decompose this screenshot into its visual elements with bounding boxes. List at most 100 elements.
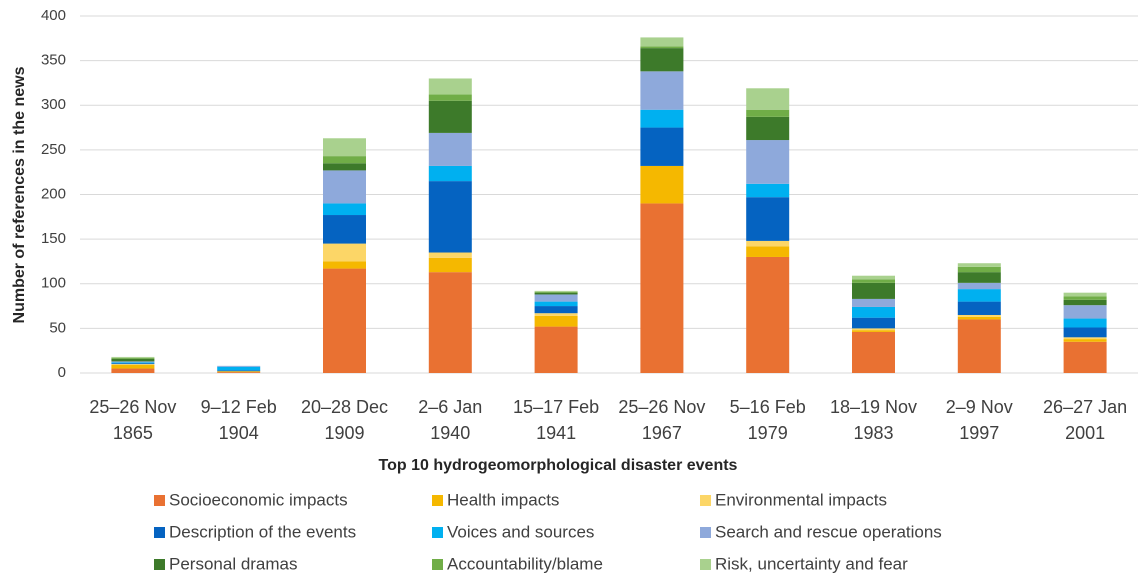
legend-label: Health impacts <box>447 490 559 509</box>
bar-segment <box>1063 327 1107 338</box>
x-tick-label: 2001 <box>1065 423 1105 443</box>
x-tick-label: 9–12 Feb <box>201 397 277 417</box>
bar-segment <box>111 357 155 359</box>
x-tick-label: 1904 <box>219 423 259 443</box>
bar-segment <box>111 356 155 358</box>
bar-segment <box>111 368 155 373</box>
bar-segment <box>111 358 155 362</box>
bar-segment <box>323 268 366 373</box>
y-axis-title: Number of references in the news <box>11 66 28 323</box>
bar-segment <box>852 279 895 283</box>
bar-segment <box>957 272 1001 283</box>
bar-segment <box>957 301 1001 315</box>
y-tick-label: 400 <box>41 7 66 24</box>
bar-segment <box>428 78 472 95</box>
bar-segment <box>1063 292 1107 297</box>
bar-segment <box>746 197 790 241</box>
legend-swatch <box>700 527 711 538</box>
bar-segment <box>217 371 261 373</box>
legend-label: Voices and sources <box>447 522 594 541</box>
bar-segment <box>746 116 790 141</box>
bar-segment <box>534 301 578 307</box>
x-tick-label: 20–28 Dec <box>301 397 388 417</box>
bar-segment <box>1063 305 1107 319</box>
x-tick-label: 26–27 Jan <box>1043 397 1127 417</box>
x-tick-label: 1940 <box>430 423 470 443</box>
bar-segment <box>111 364 155 369</box>
bar-segment <box>111 362 155 364</box>
bar-segment <box>217 365 261 367</box>
x-tick-label: 18–19 Nov <box>830 397 917 417</box>
y-tick-label: 50 <box>49 319 66 336</box>
bar-segment <box>428 181 472 253</box>
bar-segment <box>1063 341 1107 373</box>
bar-segment <box>957 319 1001 373</box>
legend-label: Risk, uncertainty and fear <box>715 554 908 573</box>
bar-segment <box>1063 296 1107 300</box>
bar-segment <box>428 252 472 258</box>
bar-segment <box>957 266 1001 273</box>
x-tick-label: 1967 <box>642 423 682 443</box>
bar-segment <box>111 361 155 363</box>
bar-segment <box>323 203 366 216</box>
bar-segment <box>111 363 155 365</box>
bar-segment <box>640 127 684 166</box>
bar-segment <box>323 261 366 269</box>
bar-segment <box>746 246 790 257</box>
bar-segment <box>534 315 578 327</box>
bar-segment <box>852 328 895 331</box>
bar-segment <box>217 372 261 373</box>
bar-segment <box>534 292 578 295</box>
legend-swatch <box>154 559 165 570</box>
x-tick-label: 1865 <box>113 423 153 443</box>
legend-swatch <box>432 527 443 538</box>
bar-segment <box>746 256 790 373</box>
bar-segment <box>957 316 1001 320</box>
bar-segment <box>534 291 578 293</box>
legend-label: Accountability/blame <box>447 554 603 573</box>
x-axis-title: Top 10 hydrogeomorphological disaster ev… <box>379 457 738 474</box>
bar-segment <box>323 170 366 204</box>
bar-segment <box>428 132 472 166</box>
legend-swatch <box>432 559 443 570</box>
bar-segment <box>534 306 578 314</box>
y-tick-label: 0 <box>58 364 66 381</box>
y-tick-label: 150 <box>41 230 66 247</box>
bar-segment <box>1063 299 1107 306</box>
bar-segment <box>746 240 790 247</box>
bar-segment <box>1063 318 1107 328</box>
x-tick-label: 1997 <box>959 423 999 443</box>
bar-segment <box>428 100 472 133</box>
bar-segment <box>111 364 155 365</box>
bar-segment <box>957 282 1001 290</box>
bar-segment <box>640 46 684 49</box>
y-tick-label: 300 <box>41 96 66 113</box>
x-tick-label: 2–9 Nov <box>946 397 1013 417</box>
bar-segment <box>534 326 578 373</box>
legend-label: Socioeconomic impacts <box>169 490 348 509</box>
bar-segment <box>640 48 684 72</box>
x-tick-label: 1979 <box>748 423 788 443</box>
bar-segment <box>640 165 684 204</box>
legend-label: Description of the events <box>169 522 356 541</box>
bar-segment <box>323 243 366 262</box>
legend-swatch <box>154 495 165 506</box>
bar-segment <box>640 37 684 47</box>
legend-label: Environmental impacts <box>715 490 887 509</box>
legend-swatch <box>154 527 165 538</box>
x-tick-label: 1909 <box>324 423 364 443</box>
bar-segment <box>640 109 684 128</box>
bar-segment <box>957 289 1001 302</box>
legend-label: Personal dramas <box>169 554 298 573</box>
bar-segment <box>746 109 790 117</box>
bar-segment <box>852 306 895 318</box>
bar-segment <box>746 88 790 110</box>
bar-segment <box>323 163 366 171</box>
bar-segment <box>323 138 366 157</box>
bar-segment <box>746 183 790 198</box>
bar-segment <box>534 294 578 302</box>
bar-segment <box>323 156 366 164</box>
legend-swatch <box>432 495 443 506</box>
y-tick-label: 100 <box>41 275 66 292</box>
bar-segment <box>852 298 895 307</box>
